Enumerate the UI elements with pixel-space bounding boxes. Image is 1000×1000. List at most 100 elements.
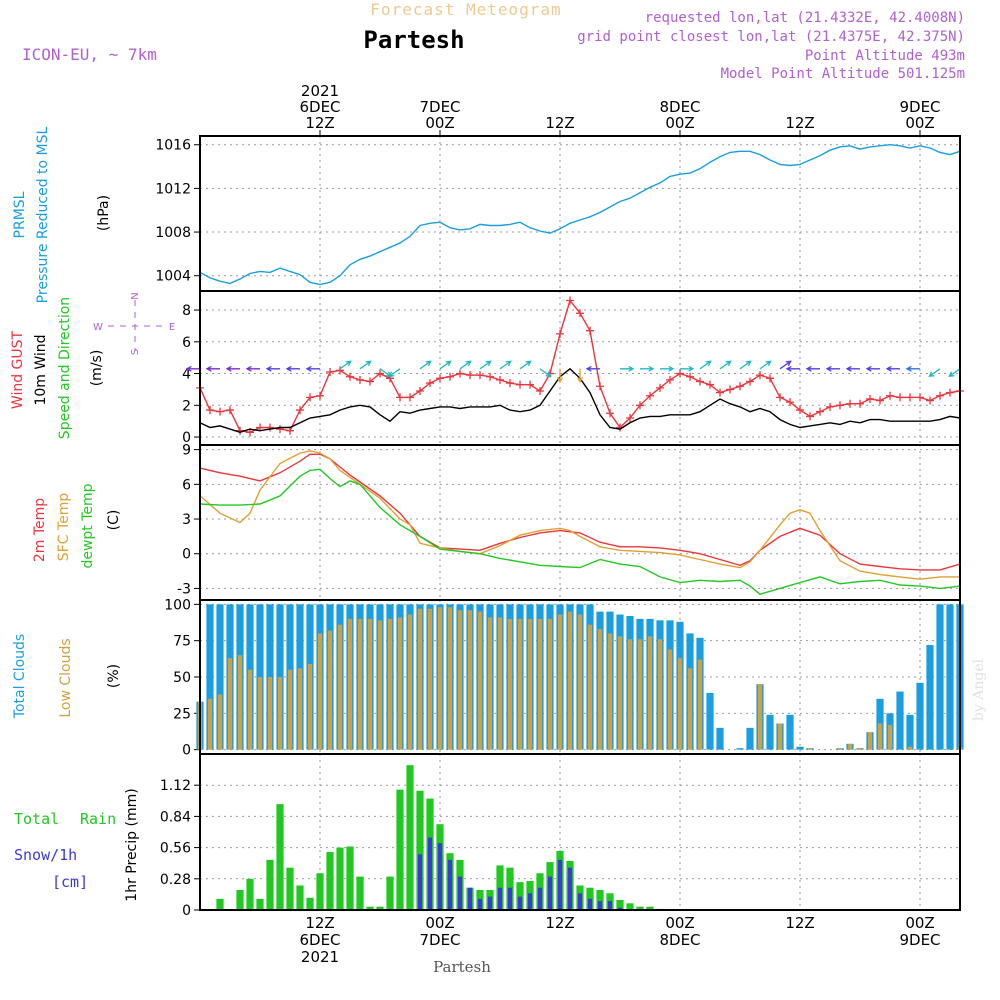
clouds-bar-low-clouds	[867, 732, 873, 750]
clouds-bar-low-clouds	[757, 684, 763, 750]
clouds-bar-total-clouds	[786, 714, 794, 750]
wind-direction-arrow	[439, 360, 452, 370]
precip-ytick-label: 0.84	[160, 809, 191, 825]
wind-direction-arrow	[885, 365, 900, 372]
clouds-bar-low-clouds	[407, 614, 413, 750]
gust-marker	[896, 393, 904, 402]
precip-bar-total-rain	[346, 846, 354, 910]
precip-bar-total-rain	[366, 906, 374, 910]
snow-label: Snow/1h	[14, 846, 77, 864]
gust-marker	[686, 372, 694, 381]
compass-rose: N S W E	[93, 292, 175, 355]
clouds-ytick-label: 75	[173, 634, 191, 650]
precip-ytick-label: 0	[182, 903, 191, 919]
gust-marker	[706, 380, 714, 389]
gust-marker	[216, 407, 224, 416]
clouds-bar-total-clouds	[916, 682, 924, 750]
clouds-bar-total-clouds	[746, 727, 754, 750]
wind-direction-arrow	[479, 360, 492, 370]
precip-bar-snow-h	[417, 854, 423, 910]
precip-bar-snow-h	[557, 859, 563, 910]
gust-marker	[306, 393, 314, 402]
clouds-bar-low-clouds	[257, 677, 263, 750]
gust-marker	[466, 371, 474, 380]
bottom-time-label: 7DEC	[419, 931, 460, 949]
top-time-label: 2021	[301, 82, 339, 100]
wind-direction-arrow	[825, 365, 840, 372]
top-time-label: 12Z	[545, 114, 574, 132]
gust-marker	[316, 391, 324, 400]
precip-bar-snow-h	[547, 876, 553, 910]
gust-marker	[906, 393, 914, 402]
precip-bar-total-rain	[246, 878, 254, 910]
wind-direction-arrow	[419, 360, 432, 370]
clouds-bar-low-clouds	[417, 608, 423, 750]
compass-w: W	[93, 322, 103, 333]
gust-marker	[536, 387, 544, 396]
pressure-unit-label: (hPa)	[96, 195, 112, 231]
temperature-2m-temp-line	[199, 453, 961, 571]
clouds-bar-low-clouds	[557, 614, 563, 750]
precip-bar-snow-h	[427, 837, 433, 910]
top-time-label: 9DEC	[899, 98, 940, 116]
top-time-label: 8DEC	[659, 98, 700, 116]
bottom-time-label: 12Z	[785, 914, 814, 932]
gust-marker	[866, 394, 874, 403]
clouds-bar-low-clouds	[457, 610, 463, 750]
gust-marker	[596, 382, 604, 391]
bottom-time-label: 8DEC	[659, 931, 700, 949]
gust-marker	[276, 425, 284, 434]
clouds-bar-low-clouds	[887, 724, 893, 750]
clouds-bar-low-clouds	[537, 618, 543, 750]
pressure-prmsl-line	[199, 143, 961, 286]
wind-direction-arrow	[948, 368, 961, 378]
wind-direction-arrow	[185, 365, 200, 372]
clouds-bar-low-clouds	[577, 614, 583, 750]
forecast-title: Forecast Meteogram	[370, 0, 561, 19]
gust-marker	[626, 414, 634, 423]
gust-marker	[856, 399, 864, 408]
top-time-label: 00Z	[425, 114, 454, 132]
temperature-ytick-label: 3	[182, 512, 191, 528]
precip-bar-snow-h	[567, 867, 573, 910]
clouds-bar-low-clouds	[677, 658, 683, 750]
clouds-bar-low-clouds	[327, 630, 333, 750]
wind-direction-arrow	[359, 360, 372, 370]
clouds-bar-low-clouds	[847, 743, 853, 750]
gust-marker	[806, 412, 814, 421]
wind-direction-arrow	[928, 368, 941, 378]
precip-bar-total-rain	[236, 889, 244, 910]
precip-bar-total-rain	[256, 898, 264, 910]
wind-direction-arrow	[225, 365, 240, 372]
gust-marker	[886, 391, 894, 400]
credit-label: by Angel	[971, 658, 987, 721]
clouds-bar-low-clouds	[837, 748, 843, 750]
gust-marker	[526, 380, 534, 389]
gust-marker	[406, 393, 414, 402]
clouds-bar-low-clouds	[857, 748, 863, 750]
gust-marker	[716, 388, 724, 397]
clouds-bar-low-clouds	[587, 624, 593, 750]
clouds-bar-low-clouds	[647, 636, 653, 750]
wind-direction-arrow	[905, 365, 920, 372]
clouds-bar-low-clouds	[367, 618, 373, 750]
precip-bar-snow-h	[617, 907, 623, 910]
wind-direction-arrow	[680, 365, 695, 372]
location-title: Partesh	[363, 26, 464, 54]
gust-marker	[496, 375, 504, 384]
gust-marker	[826, 402, 834, 411]
clouds-bar-low-clouds	[297, 668, 303, 750]
wind-direction-arrow	[305, 365, 320, 372]
clouds-bar-low-clouds	[227, 658, 233, 750]
gust-marker	[876, 396, 884, 405]
clouds-ytick-label: 50	[173, 670, 191, 686]
wind-ytick-label: 2	[182, 398, 191, 414]
wind-direction-arrow	[845, 365, 860, 372]
dewpt-label: dewpt Temp	[80, 483, 96, 568]
clouds-bar-low-clouds	[527, 618, 533, 750]
gust-marker	[796, 406, 804, 415]
wind-ytick-label: 4	[182, 367, 191, 383]
clouds-bar-total-clouds	[946, 604, 954, 750]
total-label: Total	[14, 810, 59, 828]
